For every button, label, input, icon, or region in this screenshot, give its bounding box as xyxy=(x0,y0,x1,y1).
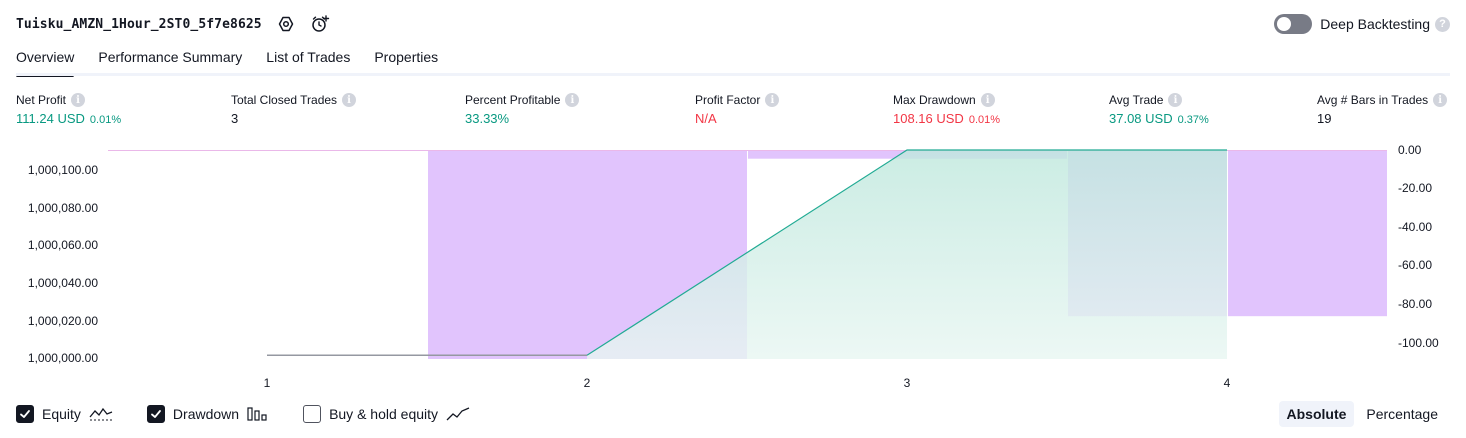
percentage-button[interactable]: Percentage xyxy=(1366,406,1438,422)
info-icon[interactable]: i xyxy=(1433,93,1448,107)
metric-percent: 0.01% xyxy=(968,114,1001,126)
drawdown-tick-label: -100.00 xyxy=(1398,336,1439,350)
drawdown-tick-label: -40.00 xyxy=(1398,220,1432,234)
info-icon[interactable]: i xyxy=(565,93,580,107)
equity-tick-label: 1,000,080.00 xyxy=(28,201,98,215)
metric-value: 37.08 USD xyxy=(1109,111,1173,126)
equity-tick-label: 1,000,060.00 xyxy=(28,238,98,252)
info-icon[interactable]: i xyxy=(765,93,780,107)
metric-avg-trade: Avg Trade i 37.08 USD 0.37% xyxy=(1109,93,1209,126)
toggle-knob xyxy=(1277,17,1292,31)
drawdown-bar xyxy=(1228,150,1387,317)
equity-line-icon xyxy=(89,406,113,422)
metric-label: Total Closed Trades xyxy=(231,93,338,107)
deep-backtesting-label: Deep Backtesting xyxy=(1320,16,1430,32)
metric-label: Percent Profitable xyxy=(465,93,561,107)
deep-backtesting: Deep Backtesting ? xyxy=(1274,12,1450,36)
metric-value: 111.24 USD xyxy=(16,111,85,126)
info-icon[interactable]: i xyxy=(71,93,86,107)
legend-equity[interactable]: Equity xyxy=(16,405,113,423)
info-icon[interactable]: i xyxy=(1168,93,1183,107)
metric-profit-factor: Profit Factor i N/A xyxy=(695,93,780,126)
equity-line xyxy=(586,149,1227,356)
metric-value: 33.33% xyxy=(465,111,510,126)
x-tick-label: 3 xyxy=(904,376,911,390)
scale-mode-switch: Absolute Percentage xyxy=(1275,401,1447,427)
tab-performance-summary[interactable]: Performance Summary xyxy=(98,49,243,65)
drawdown-tick-label: -60.00 xyxy=(1398,258,1432,272)
x-tick-label: 2 xyxy=(584,376,591,390)
buy-hold-line-icon xyxy=(446,406,470,422)
legend-buy-hold-label: Buy & hold equity xyxy=(329,406,439,422)
metric-label: Avg Trade xyxy=(1109,93,1164,107)
drawdown-checkbox[interactable] xyxy=(146,405,165,423)
chart-legend: Equity Drawdown Buy & hold equity xyxy=(16,403,504,425)
equity-drawdown-chart[interactable]: 1,000,100.00 1,000,080.00 1,000,060.00 1,00… xyxy=(0,140,1466,396)
tab-list-of-trades[interactable]: List of Trades xyxy=(266,49,351,65)
equity-area xyxy=(587,150,1227,359)
strategy-title: Tuisku_AMZN_1Hour_2ST0_5f7e8625 xyxy=(16,16,262,32)
strategy-header: Tuisku_AMZN_1Hour_2ST0_5f7e8625 xyxy=(16,12,330,36)
metric-value: 19 xyxy=(1317,111,1332,126)
legend-equity-label: Equity xyxy=(42,406,81,422)
info-icon[interactable]: i xyxy=(342,93,357,107)
metric-max-drawdown: Max Drawdown i 108.16 USD 0.01% xyxy=(893,93,1000,126)
metric-value: N/A xyxy=(695,111,717,126)
help-icon[interactable]: ? xyxy=(1435,16,1450,32)
settings-icon[interactable] xyxy=(276,14,296,34)
tab-overview[interactable]: Overview xyxy=(16,46,75,77)
deep-backtesting-toggle[interactable] xyxy=(1274,14,1313,34)
metric-value: 108.16 USD xyxy=(893,111,964,126)
info-icon[interactable]: i xyxy=(980,93,995,107)
tab-properties[interactable]: Properties xyxy=(374,49,439,65)
metric-total-closed-trades: Total Closed Trades i 3 xyxy=(231,93,357,126)
equity-tick-label: 1,000,000.00 xyxy=(28,351,98,365)
metric-label: Max Drawdown xyxy=(893,93,976,107)
legend-buy-hold[interactable]: Buy & hold equity xyxy=(303,405,470,423)
metric-net-profit: Net Profit i 111.24 USD 0.01% xyxy=(16,93,121,126)
tabs-divider xyxy=(16,73,1450,76)
absolute-button[interactable]: Absolute xyxy=(1278,401,1355,427)
add-alert-icon[interactable] xyxy=(310,14,330,34)
x-tick-label: 4 xyxy=(1224,376,1231,390)
drawdown-tick-label: -80.00 xyxy=(1398,297,1432,311)
metric-avg-bars: Avg # Bars in Trades i 19 xyxy=(1317,93,1448,126)
legend-drawdown[interactable]: Drawdown xyxy=(146,405,269,423)
metric-percent: 0.37% xyxy=(1177,114,1209,126)
buy-hold-checkbox[interactable] xyxy=(303,405,322,423)
tab-bar: Overview Performance Summary List of Tra… xyxy=(16,46,462,77)
metric-label: Avg # Bars in Trades xyxy=(1317,93,1429,107)
metric-percent: 0.01% xyxy=(89,114,122,126)
metric-label: Profit Factor xyxy=(695,93,761,107)
drawdown-bars-icon xyxy=(247,406,269,422)
metric-value: 3 xyxy=(231,111,239,126)
x-tick-label: 1 xyxy=(264,376,271,390)
metric-label: Net Profit xyxy=(16,93,67,107)
metrics-row: Net Profit i 111.24 USD 0.01% Total Closed… xyxy=(16,93,1450,133)
equity-checkbox[interactable] xyxy=(16,405,34,423)
equity-tick-label: 1,000,020.00 xyxy=(28,314,98,328)
legend-drawdown-label: Drawdown xyxy=(172,406,240,422)
drawdown-tick-label: -20.00 xyxy=(1398,181,1432,195)
drawdown-tick-label: 0.00 xyxy=(1398,143,1422,157)
metric-percent-profitable: Percent Profitable i 33.33% xyxy=(465,93,580,126)
equity-tick-label: 1,000,040.00 xyxy=(28,276,98,290)
equity-tick-label: 1,000,100.00 xyxy=(28,163,98,177)
